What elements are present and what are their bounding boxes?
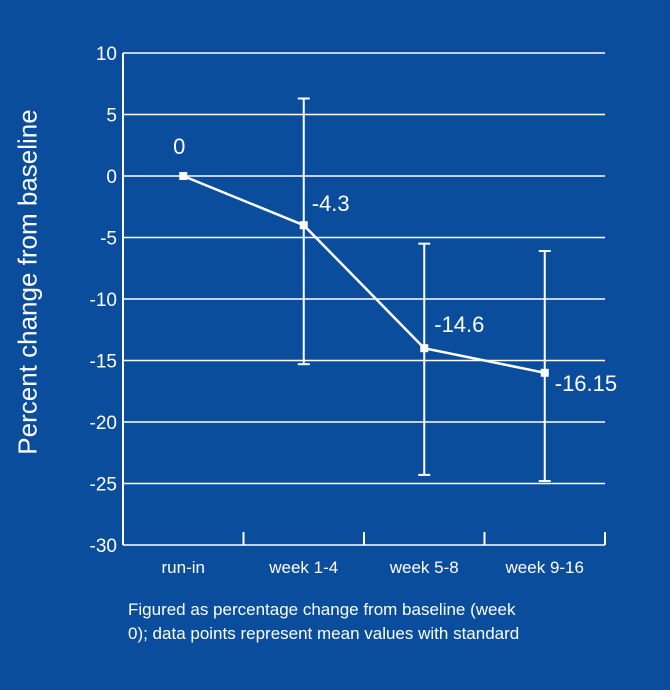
x-tick-labels: run-in week 1-4 week 5-8 week 9-16 [162,558,584,577]
data-labels: 0 -4.3 -14.6 -16.15 [173,134,617,396]
data-label: -16.15 [555,371,617,396]
data-point [420,344,429,353]
data-label: -14.6 [434,312,484,337]
y-tick-label: -5 [100,229,117,250]
y-tick-label: 10 [96,44,117,65]
y-axis-label: Percent change from baseline [12,109,43,455]
caption-line-1: Figured as percentage change from baseli… [128,600,516,619]
x-tick-label: run-in [162,558,205,577]
y-tick-label: -20 [90,413,117,434]
series-polyline [182,174,546,375]
y-tick-labels: -30 -25 -20 -15 -10 -5 0 5 10 [90,44,117,557]
error-bars [297,97,551,483]
data-label: 0 [173,134,185,159]
series-line [179,172,549,377]
y-tick-label: -15 [90,352,117,373]
x-tick-label: week 9-16 [505,558,584,577]
axes [122,53,606,545]
x-tick-label: week 1-4 [268,558,338,577]
gridlines [123,52,605,546]
x-tick-label: week 5-8 [389,558,459,577]
data-point [299,221,308,230]
y-tick-label: 0 [106,167,117,188]
y-tick-label: -10 [90,290,117,311]
y-tick-label: -30 [90,536,117,557]
data-point [179,172,188,180]
caption-line-2: 0); data points represent mean values wi… [128,624,520,643]
data-point [540,368,549,377]
data-label: -4.3 [312,191,350,216]
caption: Figured as percentage change from baseli… [128,598,628,646]
y-tick-label: 5 [106,106,117,127]
y-tick-label: -25 [90,475,117,496]
